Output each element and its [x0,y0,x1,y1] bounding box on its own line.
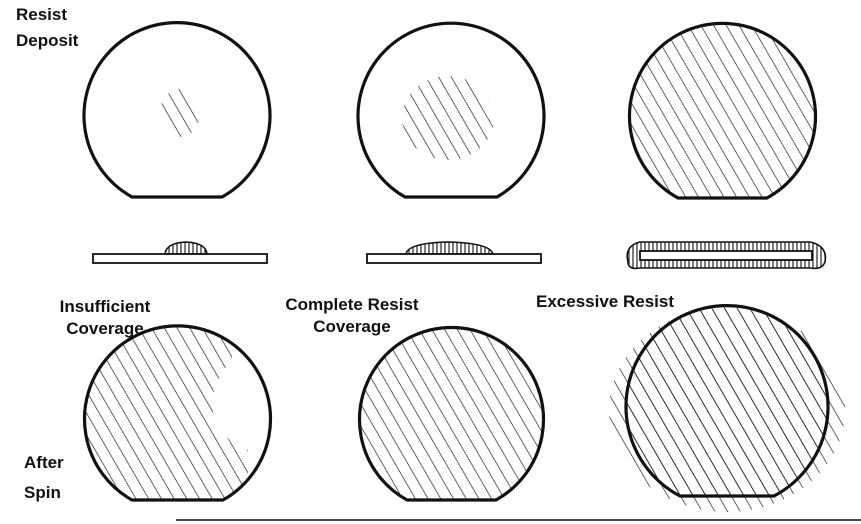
wafer-outline [357,325,546,502]
column-title-excessive: Excessive Resist [536,291,674,313]
resist-puddle-medium [402,76,494,160]
wafer-after-excessive [609,304,845,512]
resist-puddle-small [160,89,200,137]
resist-bead-medium [405,241,495,255]
row-label-line: Deposit [16,31,79,50]
resist-coverage-partial [84,325,248,500]
row-label-line: Spin [24,483,61,502]
wafer-after-insufficient [82,324,273,502]
wafer-outline [82,324,273,502]
wafer-outline [82,21,272,199]
column-title-line: Coverage [313,317,391,336]
resist-coverage-excess [626,305,828,496]
wafer-after-complete [357,325,546,502]
column-title-insufficient: Insufficient Coverage [20,296,190,340]
column-title-line: Insufficient [59,297,151,316]
wafer-cross-section [366,253,542,264]
wafer-top-insufficient [82,21,272,199]
row-label-resist-deposit: Resist Deposit [16,4,78,52]
wafer-outline [627,21,818,200]
resist-coverage-complete [359,327,544,500]
resist-bead-small [164,241,208,255]
wafer-cross-section [639,250,813,261]
wafer-outline [624,304,830,498]
column-title-line: Complete Resist [285,295,419,314]
column-title-line: Excessive Resist [536,292,674,311]
row-label-after-spin: After Spin [24,452,64,504]
row-label-line: Resist [16,5,68,24]
column-title-complete: Complete Resist Coverage [262,294,442,338]
side-view-excessive [626,241,827,270]
column-title-line: Coverage [66,319,144,338]
wafer-outline [356,21,546,199]
wafer-cross-section [92,253,268,264]
side-view-insufficient [92,241,268,264]
side-view-complete [366,241,542,264]
wafer-top-excessive [627,21,818,200]
wafer-top-complete [356,21,546,199]
row-label-line: After [24,453,64,472]
resist-puddle-full [629,23,816,199]
